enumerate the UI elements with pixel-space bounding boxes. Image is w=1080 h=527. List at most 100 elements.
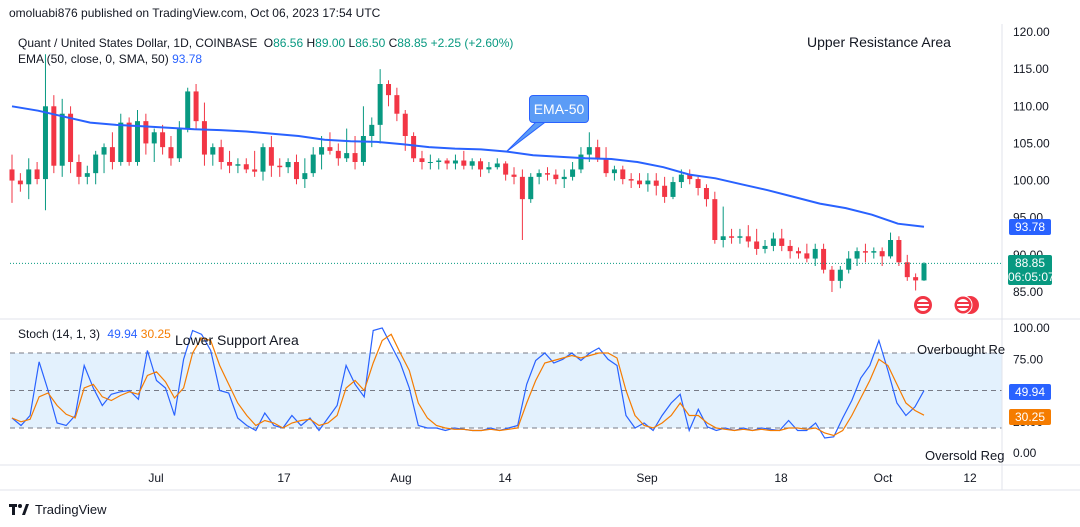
- candle-body: [176, 128, 182, 159]
- candles[interactable]: [9, 54, 927, 292]
- candle-body: [586, 147, 592, 155]
- candle-body: [352, 153, 358, 162]
- close-value: 88.85: [397, 36, 428, 50]
- candle-body: [737, 236, 743, 238]
- candle-body: [243, 164, 249, 170]
- price-tick: 105.00: [1013, 136, 1050, 150]
- candle-body: [377, 84, 383, 125]
- stoch-k-badge: 49.94: [1009, 384, 1051, 400]
- candle-body: [544, 173, 550, 175]
- candle-body: [888, 240, 894, 257]
- publisher-line: omoluabi876 published on TradingView.com…: [9, 6, 381, 20]
- candle-body: [879, 251, 885, 257]
- candle-body: [42, 106, 48, 180]
- symbol-legend[interactable]: Quant / United States Dollar, 1D, COINBA…: [18, 36, 513, 50]
- candle-body: [519, 176, 525, 200]
- candle-body: [553, 174, 559, 180]
- candle-body: [419, 158, 425, 162]
- stoch-legend[interactable]: Stoch (14, 1, 3) 49.94 30.25: [18, 327, 171, 341]
- candle-body: [695, 179, 701, 188]
- ema-price-badge: 93.78: [1009, 219, 1051, 235]
- candle-body: [611, 169, 617, 174]
- candle-body: [135, 121, 141, 162]
- candle-body: [729, 236, 735, 238]
- candle-body: [653, 180, 659, 186]
- low-value: 86.50: [355, 36, 386, 50]
- candle-body: [9, 169, 15, 181]
- tradingview-logo-icon: [9, 503, 29, 515]
- callout-pointer: [505, 119, 550, 153]
- symbol-title: Quant / United States Dollar, 1D, COINBA…: [18, 36, 258, 50]
- candle-body: [369, 124, 375, 136]
- time-axis[interactable]: Jul 17 Aug 14 Sep 18 Oct 12: [148, 471, 977, 485]
- candle-body: [854, 251, 860, 259]
- candle-body: [411, 136, 417, 159]
- brand-name: TradingView: [35, 502, 107, 517]
- candle-body: [595, 147, 601, 159]
- candle-body: [335, 150, 341, 159]
- stoch-d-line: [11, 333, 925, 437]
- candle-body: [151, 132, 157, 144]
- candle-body: [386, 84, 392, 96]
- time-tick: 17: [277, 471, 291, 485]
- candle-body: [185, 91, 191, 129]
- candle-body: [762, 245, 768, 249]
- candle-body: [720, 236, 726, 240]
- candle-body: [26, 169, 32, 185]
- price-tick: 100.00: [1013, 174, 1050, 188]
- time-tick: 14: [498, 471, 512, 485]
- candle-body: [327, 147, 333, 151]
- candle-body: [570, 169, 576, 177]
- candle-body: [812, 248, 818, 259]
- candle-body: [862, 251, 868, 253]
- lower-support-label: Lower Support Area: [175, 332, 299, 348]
- candle-body: [779, 238, 785, 246]
- candle-body: [17, 180, 23, 185]
- candle-body: [268, 147, 274, 166]
- axes: [0, 24, 1080, 491]
- candle-body: [76, 162, 82, 177]
- candle-body: [344, 153, 350, 159]
- tradingview-watermark[interactable]: TradingView: [9, 502, 107, 517]
- candle-body: [68, 113, 74, 162]
- stoch-d-badge: 30.25: [1009, 409, 1051, 425]
- candle-body: [160, 132, 166, 148]
- candle-body: [670, 182, 676, 197]
- candle-body: [252, 169, 258, 172]
- candle-body: [921, 263, 927, 281]
- overbought-label: Overbought Re: [917, 342, 1006, 357]
- candle-body: [620, 169, 626, 180]
- candle-body: [319, 147, 325, 155]
- price-tick: 85.00: [1013, 285, 1043, 299]
- candle-body: [795, 251, 801, 254]
- candle-body: [93, 154, 99, 174]
- candle-body: [201, 121, 207, 155]
- candle-countdown: 06:05:07: [1008, 270, 1055, 284]
- ema-line: [11, 105, 925, 228]
- candle-body: [277, 165, 283, 168]
- stoch-d-value: 30.25: [140, 327, 171, 341]
- ema-callout[interactable]: EMA-50: [529, 95, 589, 123]
- time-tick: 12: [963, 471, 977, 485]
- time-tick: Sep: [636, 471, 658, 485]
- candle-body: [218, 147, 224, 162]
- candle-body: [712, 199, 718, 240]
- candle-body: [59, 113, 65, 166]
- ema-legend-label: EMA (50, close, 0, SMA, 50): [18, 52, 169, 66]
- candle-body: [235, 164, 241, 166]
- candle-body: [360, 136, 366, 162]
- candle-body: [628, 179, 634, 181]
- candle-body: [503, 163, 509, 175]
- candle-body: [829, 269, 835, 281]
- candle-body: [285, 162, 291, 168]
- time-tick: Jul: [148, 471, 163, 485]
- candle-body: [143, 121, 149, 144]
- candle-body: [754, 241, 760, 249]
- candle-body: [603, 158, 609, 174]
- candle-body: [787, 245, 793, 252]
- candle-body: [452, 160, 458, 164]
- candle-body: [469, 161, 475, 166]
- time-tick: 18: [774, 471, 788, 485]
- ema-legend[interactable]: EMA (50, close, 0, SMA, 50) 93.78: [18, 52, 202, 66]
- candle-body: [528, 176, 534, 200]
